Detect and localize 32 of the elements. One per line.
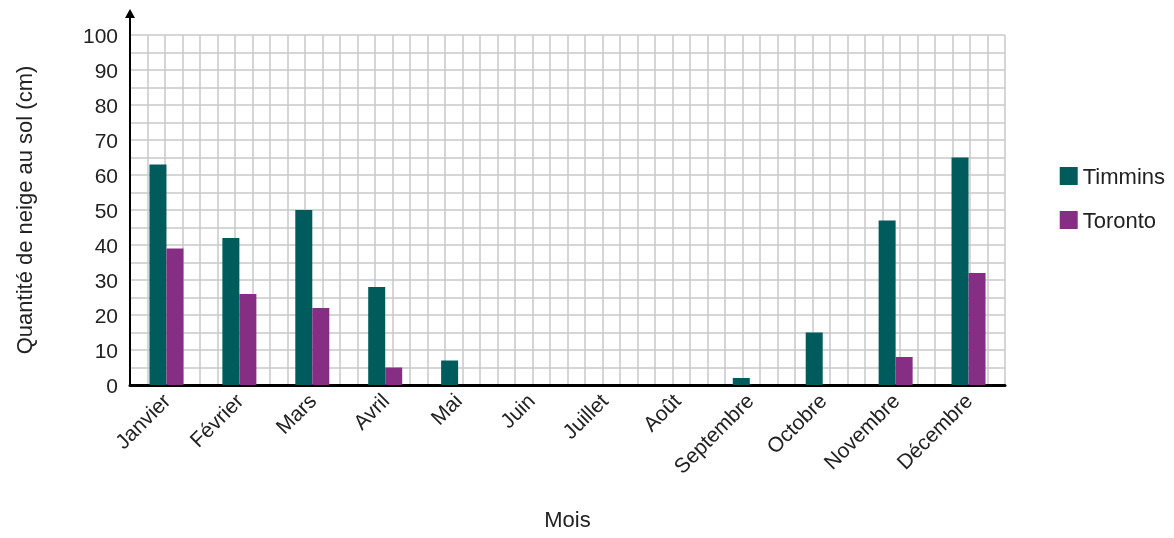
bar <box>441 360 459 385</box>
y-tick-label: 80 <box>94 93 118 117</box>
bar <box>895 357 913 385</box>
y-tick-label: 0 <box>106 373 118 397</box>
y-tick-label: 30 <box>94 268 118 292</box>
y-tick-label: 70 <box>94 128 118 152</box>
bar <box>368 287 386 385</box>
bar <box>166 248 184 385</box>
y-tick-label: 90 <box>94 58 118 82</box>
bar <box>951 157 969 385</box>
bar <box>295 210 313 385</box>
bar <box>878 220 896 385</box>
bar <box>732 378 750 385</box>
y-tick-label: 20 <box>94 303 118 327</box>
bar <box>222 238 240 385</box>
bar <box>239 294 257 385</box>
y-tick-label: 60 <box>94 163 118 187</box>
x-tick-label: Juin <box>495 388 540 433</box>
bar <box>312 308 330 385</box>
y-tick-label: 50 <box>94 198 118 222</box>
bar <box>385 367 403 385</box>
bar <box>805 332 823 385</box>
legend-label: Toronto <box>1082 207 1157 233</box>
y-tick-label: 100 <box>82 23 118 47</box>
x-tick-label: Mai <box>426 388 467 430</box>
x-axis-title: Mois <box>544 506 591 532</box>
y-tick-label: 40 <box>94 233 118 257</box>
legend-label: Timmins <box>1082 163 1166 189</box>
y-tick-label: 10 <box>94 338 118 362</box>
y-axis-title: Quantité de neige au sol (cm) <box>11 65 37 355</box>
bar <box>968 273 986 385</box>
bar <box>149 164 167 385</box>
